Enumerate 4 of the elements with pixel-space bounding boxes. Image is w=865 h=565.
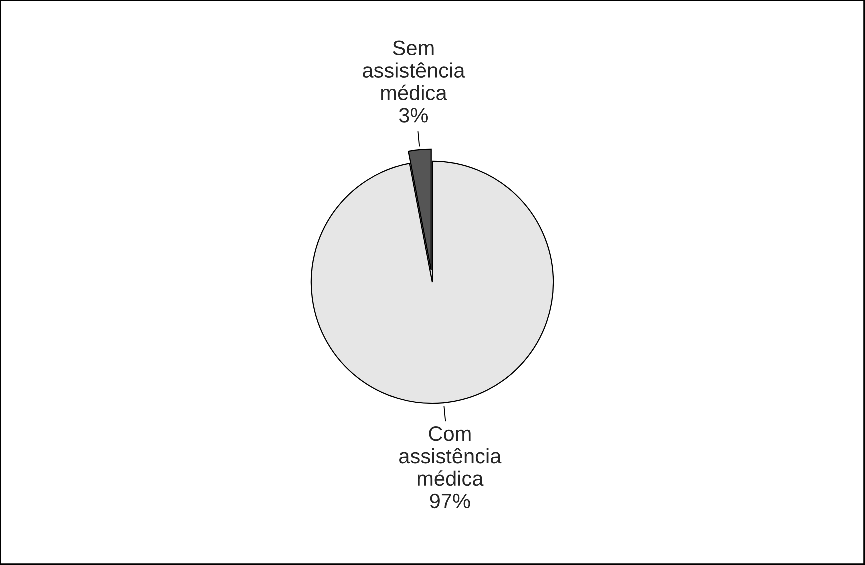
slice-label: Com assistência médica xyxy=(400,426,502,486)
slice-label: Sem assistência médica xyxy=(363,40,466,100)
data-label: 3% xyxy=(399,108,428,123)
data-label: 97% xyxy=(430,494,470,509)
